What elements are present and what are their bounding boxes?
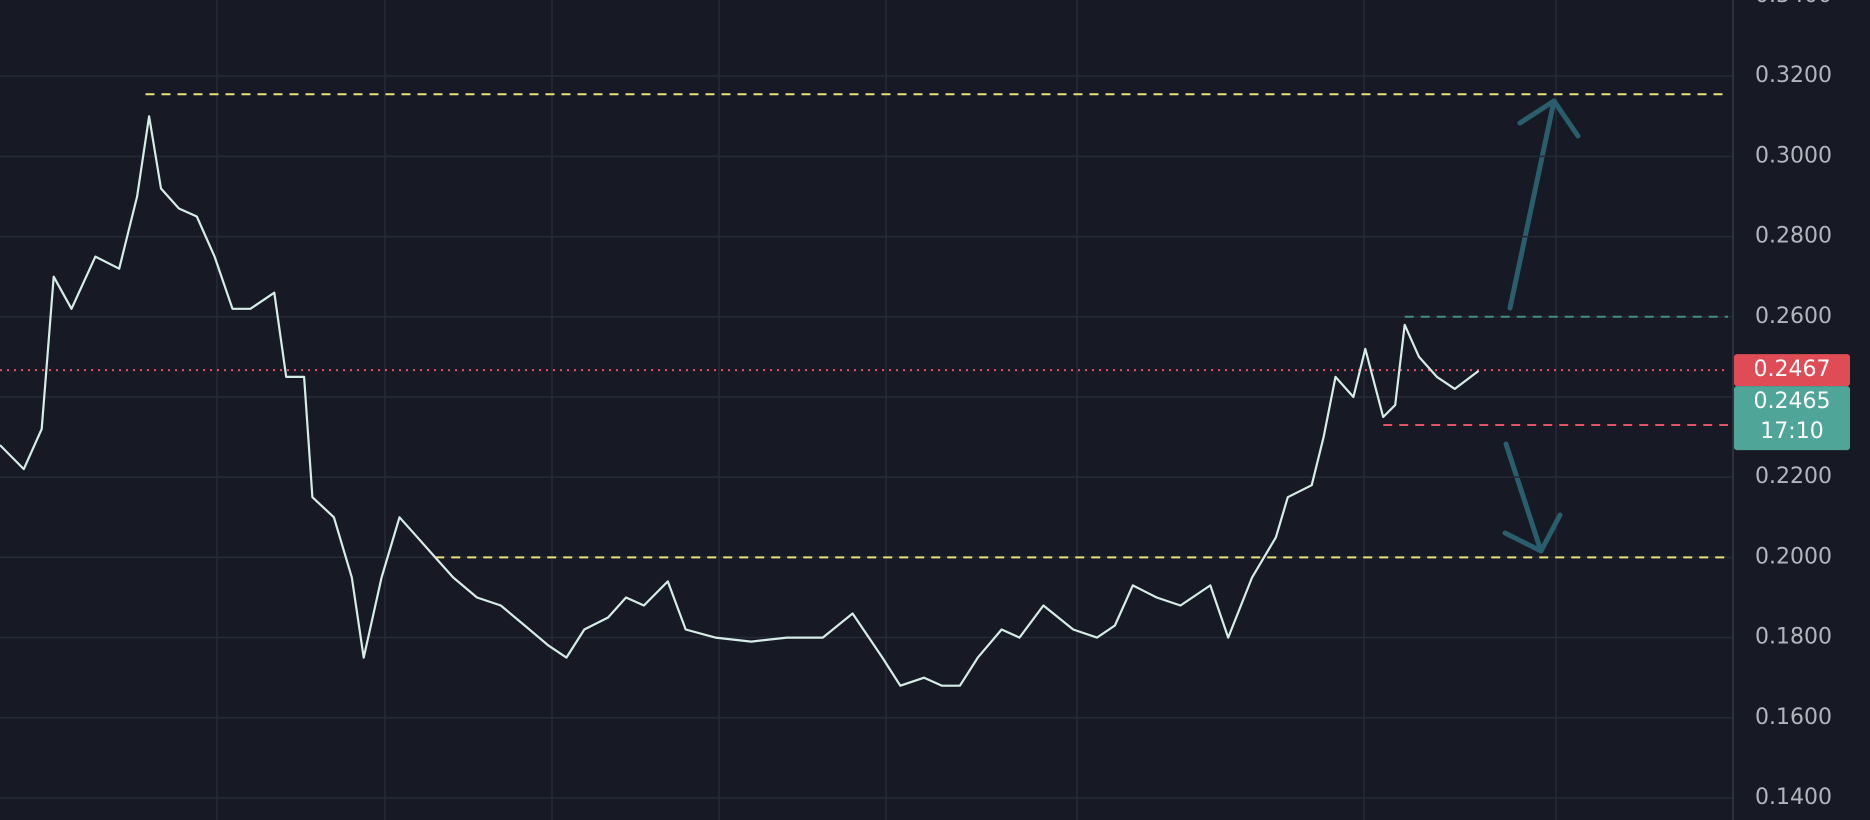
price-line bbox=[0, 115, 1480, 687]
vertical-grid bbox=[216, 0, 1557, 820]
y-tick-label: 0.1400 bbox=[1755, 785, 1832, 810]
price-label: 0.2467 bbox=[1754, 357, 1831, 382]
price-label: 0.2465 bbox=[1754, 389, 1831, 414]
arrow-up-head bbox=[1517, 98, 1581, 139]
arrows bbox=[1502, 98, 1581, 554]
y-tick-label: 0.1800 bbox=[1755, 625, 1832, 650]
arrow-up bbox=[1507, 98, 1557, 311]
y-tick-label: 0.2000 bbox=[1755, 544, 1832, 569]
y-tick-label: 0.3200 bbox=[1755, 63, 1832, 88]
price-label-box bbox=[1734, 386, 1850, 451]
arrow-down bbox=[1503, 441, 1544, 554]
price-label-box bbox=[1734, 354, 1850, 387]
arrow-down-head bbox=[1502, 512, 1563, 554]
y-tick-label: 0.3000 bbox=[1755, 143, 1832, 168]
y-tick-label: 0.1600 bbox=[1755, 705, 1832, 730]
y-tick-label: 0.2600 bbox=[1755, 304, 1832, 329]
y-tick-label: 0.2200 bbox=[1755, 464, 1832, 489]
price-label-time: 17:10 bbox=[1760, 419, 1823, 444]
y-tick-label: 0.2800 bbox=[1755, 224, 1832, 249]
y-tick-label: 0.3400 bbox=[1755, 0, 1832, 8]
